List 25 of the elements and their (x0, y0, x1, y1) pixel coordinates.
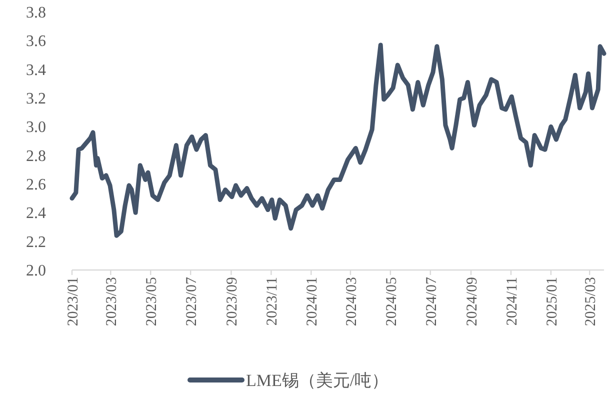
y-tick-label: 2.0 (26, 262, 46, 280)
y-tick-label: 3.0 (26, 119, 46, 136)
x-tick-label: 2023/07 (184, 276, 200, 326)
x-tick-label: 2024/01 (304, 277, 321, 326)
y-tick-label: 3.6 (26, 33, 46, 50)
x-tick-label: 2023/09 (224, 277, 241, 326)
x-tick-label: 2023/11 (264, 277, 281, 326)
y-tick-label: 2.6 (26, 176, 46, 194)
x-tick-label: 2023/05 (144, 277, 160, 326)
x-tick-label: 2024/09 (464, 277, 480, 326)
y-tick-label: 3.2 (26, 90, 46, 108)
y-tick-label: 2.4 (26, 205, 46, 222)
x-tick-label: 2023/01 (66, 277, 82, 326)
y-tick-label: 3.4 (26, 62, 46, 79)
y-tick-label: 2.2 (26, 234, 46, 251)
x-tick-label: 2023/03 (104, 277, 120, 326)
y-tick-label: 3.8 (26, 4, 46, 22)
legend-label: LME锡（美元/吨） (246, 371, 389, 390)
x-tick-label: 2025/03 (583, 277, 600, 326)
x-tick-label: 2025/01 (544, 277, 560, 326)
y-tick-label: 2.8 (26, 148, 46, 165)
x-tick-label: 2024/03 (344, 277, 360, 326)
x-tick-label: 2024/11 (504, 277, 520, 326)
x-tick-label: 2024/07 (424, 276, 440, 326)
x-tick-label: 2024/05 (384, 277, 400, 326)
